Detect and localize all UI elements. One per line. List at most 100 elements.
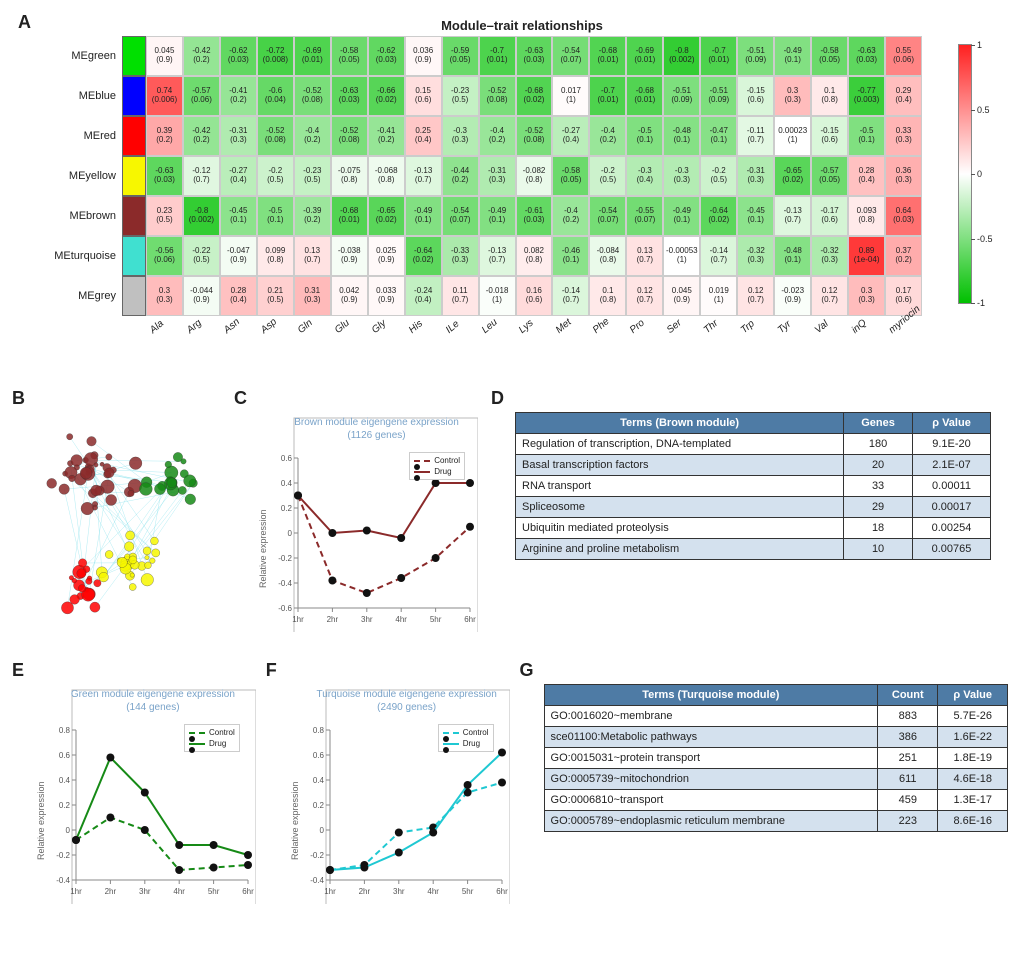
module-row-label: MEturquoise [52,236,122,276]
heatmap-cell: -0.3(0.3) [663,156,700,196]
network-svg [22,412,222,642]
chart-c-title: Brown module eigengene expression (1126 … [284,416,469,442]
heatmap-cell: -0.23(0.5) [442,76,479,116]
svg-text:1hr: 1hr [324,887,336,896]
heatmap-cell: 0.025(0.9) [368,236,405,276]
heatmap-cell: -0.5(0.1) [848,116,885,156]
svg-text:0.2: 0.2 [281,504,293,513]
heatmap-cell: -0.54(0.07) [552,36,589,76]
table-row: GO:0005789~endoplasmic reticulum membran… [544,811,1007,832]
heatmap-cell: -0.32(0.3) [811,236,848,276]
heatmap-row: MEgrey0.3(0.3)-0.044(0.9)0.28(0.4)0.21(0… [52,276,922,316]
table-g: Terms (Turquoise module)Countρ ValueGO:0… [544,684,1008,832]
heatmap-row: MEyellow-0.63(0.03)-0.12(0.7)-0.27(0.4)-… [52,156,922,196]
heatmap-cell: 0.082(0.8) [516,236,553,276]
table-row: Arginine and proline metabolism100.00765 [516,539,991,560]
svg-text:1hr: 1hr [70,887,82,896]
legend-item: Control [443,727,489,738]
heatmap-cell: -0.27(0.4) [552,116,589,156]
heatmap-cell: -0.48(0.1) [774,236,811,276]
svg-text:0: 0 [66,826,71,835]
svg-text:0.6: 0.6 [313,751,325,760]
module-color-swatch [122,236,146,276]
heatmap-cell: -0.14(0.7) [700,236,737,276]
heatmap-cell: -0.51(0.09) [737,36,774,76]
heatmap-cell: -0.63(0.03) [146,156,183,196]
module-color-swatch [122,36,146,76]
colorbar-tick: -0.5 [977,234,993,244]
chart-f-title: Turquoise module eigengene expression (2… [316,688,498,714]
heatmap-cell: -0.3(0.4) [626,156,663,196]
panel-letter-e: E [12,660,24,681]
panel-e-chart: E -0.4-0.200.20.40.60.81hr2hr3hr4hr5hr6h… [12,660,254,920]
legend-item: Drug [443,738,489,749]
svg-text:1hr: 1hr [292,615,304,624]
heatmap-cell: -0.39(0.2) [294,196,331,236]
heatmap-cell: -0.65(0.02) [774,156,811,196]
svg-text:-0.2: -0.2 [310,851,324,860]
heatmap-row: MEgreen0.045(0.9)-0.42(0.2)-0.62(0.03)-0… [52,36,922,76]
heatmap-row: MEred0.39(0.2)-0.42(0.2)-0.31(0.3)-0.52(… [52,116,922,156]
heatmap-cell: -0.4(0.2) [294,116,331,156]
module-row-label: MEyellow [52,156,122,196]
heatmap-cell: -0.62(0.03) [220,36,257,76]
heatmap-cell: -0.41(0.2) [220,76,257,116]
heatmap-cell: -0.69(0.01) [626,36,663,76]
heatmap-cell: -0.46(0.1) [552,236,589,276]
svg-text:2hr: 2hr [327,615,339,624]
heatmap-cell: -0.13(0.7) [774,196,811,236]
svg-text:6hr: 6hr [464,615,476,624]
heatmap-cell: -0.8(0.002) [663,36,700,76]
svg-text:0: 0 [288,529,293,538]
legend-item: Drug [414,466,460,477]
heatmap-cell: -0.082(0.8) [516,156,553,196]
heatmap-cell: -0.45(0.1) [737,196,774,236]
table-row: GO:0006810~transport4591.3E-17 [544,790,1007,811]
heatmap-cell: -0.2(0.5) [589,156,626,196]
heatmap-row: MEblue0.74(0.006)-0.57(0.06)-0.41(0.2)-0… [52,76,922,116]
heatmap-cell: -0.52(0.08) [331,116,368,156]
heatmap-cell: -0.41(0.2) [368,116,405,156]
heatmap-cell: -0.68(0.01) [331,196,368,236]
heatmap-cell: -0.49(0.1) [405,196,442,236]
table-header: ρ Value [913,413,991,434]
table-row: Spliceosome290.00017 [516,497,991,518]
table-row: GO:0016020~membrane8835.7E-26 [544,706,1007,727]
panel-letter-g: G [520,660,534,681]
heatmap-cell: -0.2(0.5) [700,156,737,196]
panel-f-chart: F -0.4-0.200.20.40.60.81hr2hr3hr4hr5hr6h… [266,660,508,920]
chart-f-legend: ControlDrug [438,724,494,752]
heatmap-cell: -0.64(0.02) [405,236,442,276]
heatmap-cell: -0.66(0.02) [368,76,405,116]
heatmap-cell: -0.68(0.01) [589,36,626,76]
heatmap-cell: -0.55(0.07) [626,196,663,236]
table-row: sce01100:Metabolic pathways3861.6E-22 [544,727,1007,748]
heatmap-cell: 0.15(0.6) [405,76,442,116]
heatmap-cell: 0.39(0.2) [146,116,183,156]
legend-item: Drug [189,738,235,749]
heatmap-cell: 0.36(0.3) [885,156,922,196]
heatmap-cell: -0.6(0.04) [257,76,294,116]
heatmap-cell: 0.89(1e-04) [848,236,885,276]
svg-text:-0.4: -0.4 [278,579,292,588]
heatmap-cell: 0.23(0.5) [146,196,183,236]
heatmap-cell: -0.52(0.08) [479,76,516,116]
heatmap-cell: -0.69(0.01) [294,36,331,76]
svg-text:6hr: 6hr [242,887,254,896]
heatmap-cell: -0.068(0.8) [368,156,405,196]
heatmap-cell: -0.13(0.7) [405,156,442,196]
heatmap-cell: -0.33(0.3) [442,236,479,276]
table-row: Basal transcription factors202.1E-07 [516,455,991,476]
svg-text:3hr: 3hr [361,615,373,624]
svg-text:2hr: 2hr [358,887,370,896]
svg-text:0.4: 0.4 [281,479,293,488]
panel-letter-b: B [12,388,25,409]
heatmap-row: MEbrown0.23(0.5)-0.8(0.002)-0.45(0.1)-0.… [52,196,922,236]
heatmap-row: MEturquoise-0.56(0.06)-0.22(0.5)-0.047(0… [52,236,922,276]
heatmap-cell: -0.45(0.1) [220,196,257,236]
heatmap-cell: -0.63(0.03) [516,36,553,76]
heatmap-cell: -0.4(0.2) [479,116,516,156]
chart-e-svg: -0.4-0.200.20.40.60.81hr2hr3hr4hr5hr6hr [46,684,256,904]
heatmap-cell: -0.084(0.8) [589,236,626,276]
panel-letter-d: D [491,388,504,409]
